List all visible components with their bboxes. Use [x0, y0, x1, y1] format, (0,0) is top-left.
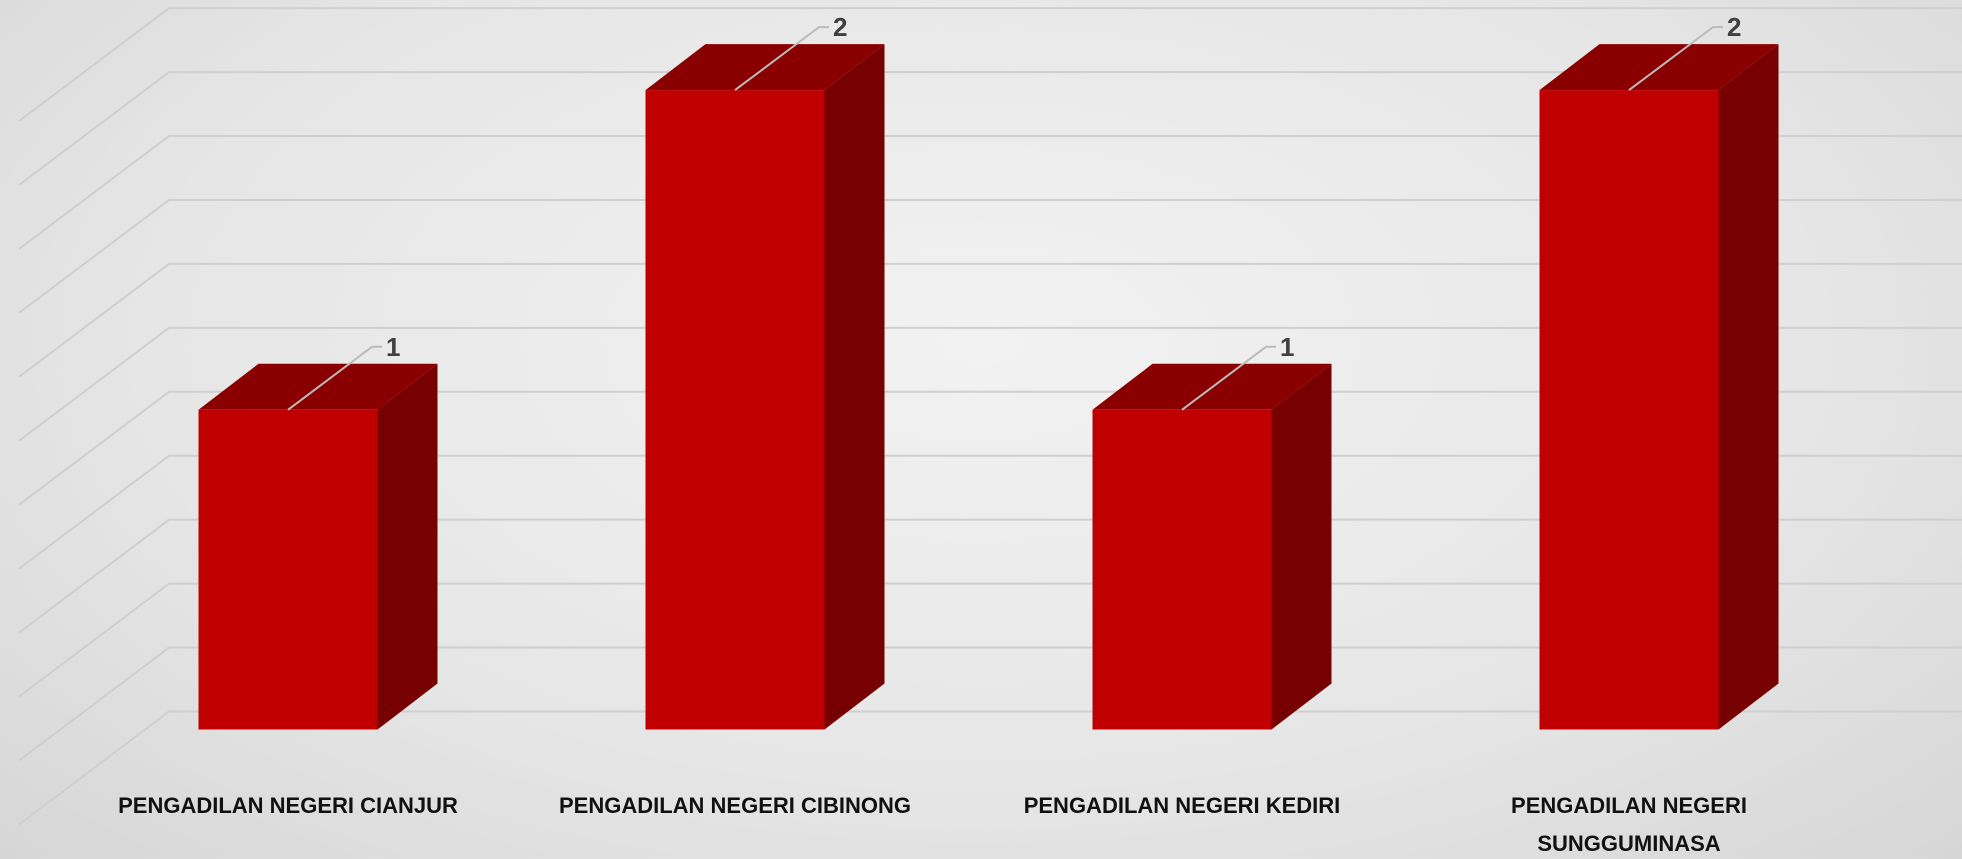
bar	[1539, 90, 1719, 730]
x-tick-label: PENGADILAN NEGERI KEDIRI	[1023, 793, 1341, 818]
grid-line	[18, 7, 1962, 122]
grid-line	[18, 135, 1962, 250]
grid-line	[18, 198, 1962, 314]
grid-line	[18, 646, 1962, 762]
grid-line	[18, 326, 1962, 442]
leader-line	[1181, 345, 1276, 411]
x-tick-label: PENGADILAN NEGERI SUNGGUMINASA	[1511, 793, 1747, 856]
data-label: 2	[1727, 12, 1741, 42]
grid-line	[18, 518, 1962, 634]
grid-line	[18, 262, 1962, 378]
bar	[1092, 409, 1272, 730]
grid-line	[18, 390, 1962, 506]
data-label: 1	[386, 332, 400, 362]
bar	[198, 409, 378, 730]
bar-side	[824, 44, 885, 730]
bar-side	[1271, 363, 1332, 730]
grid-line	[18, 454, 1962, 570]
bar	[645, 90, 825, 730]
leader-line	[734, 26, 829, 91]
data-label: 2	[833, 12, 847, 42]
bar-side	[377, 363, 438, 730]
grid-line	[18, 71, 1962, 186]
data-label: 1	[1280, 332, 1294, 362]
grid-line	[18, 710, 1962, 826]
grid-line	[18, 582, 1962, 698]
leader-line	[287, 345, 382, 411]
x-tick-label: PENGADILAN NEGERI CIBINONG	[558, 793, 912, 818]
leader-line	[1628, 26, 1723, 91]
x-tick-label: PENGADILAN NEGERI CIANJUR	[118, 793, 458, 818]
bar-side	[1718, 44, 1779, 730]
